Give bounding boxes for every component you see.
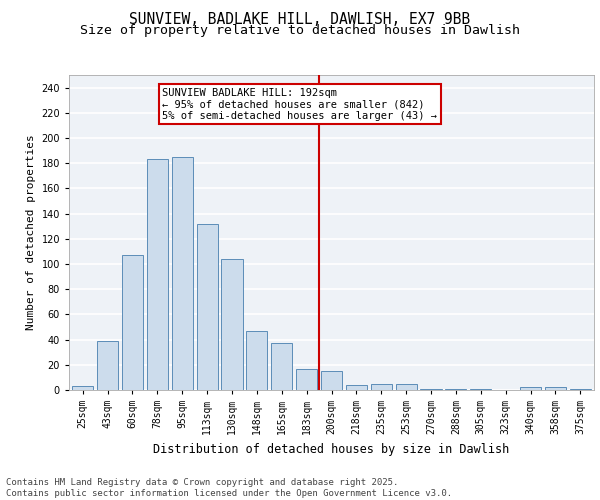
Y-axis label: Number of detached properties: Number of detached properties xyxy=(26,134,36,330)
Text: SUNVIEW BADLAKE HILL: 192sqm
← 95% of detached houses are smaller (842)
5% of se: SUNVIEW BADLAKE HILL: 192sqm ← 95% of de… xyxy=(163,88,437,121)
Bar xyxy=(296,368,317,390)
Bar xyxy=(271,344,292,390)
Bar xyxy=(520,388,541,390)
Bar xyxy=(197,224,218,390)
Bar xyxy=(147,160,168,390)
Bar xyxy=(395,384,417,390)
Bar xyxy=(97,341,118,390)
Bar xyxy=(371,384,392,390)
Bar xyxy=(445,388,466,390)
Bar xyxy=(570,388,591,390)
Bar xyxy=(321,371,342,390)
Text: SUNVIEW, BADLAKE HILL, DAWLISH, EX7 9BB: SUNVIEW, BADLAKE HILL, DAWLISH, EX7 9BB xyxy=(130,12,470,28)
Bar xyxy=(545,388,566,390)
X-axis label: Distribution of detached houses by size in Dawlish: Distribution of detached houses by size … xyxy=(154,442,509,456)
Bar xyxy=(246,331,268,390)
Bar xyxy=(470,388,491,390)
Bar xyxy=(346,385,367,390)
Bar xyxy=(221,259,242,390)
Text: Contains HM Land Registry data © Crown copyright and database right 2025.
Contai: Contains HM Land Registry data © Crown c… xyxy=(6,478,452,498)
Bar xyxy=(122,255,143,390)
Bar xyxy=(72,386,93,390)
Text: Size of property relative to detached houses in Dawlish: Size of property relative to detached ho… xyxy=(80,24,520,37)
Bar xyxy=(172,157,193,390)
Bar xyxy=(421,388,442,390)
